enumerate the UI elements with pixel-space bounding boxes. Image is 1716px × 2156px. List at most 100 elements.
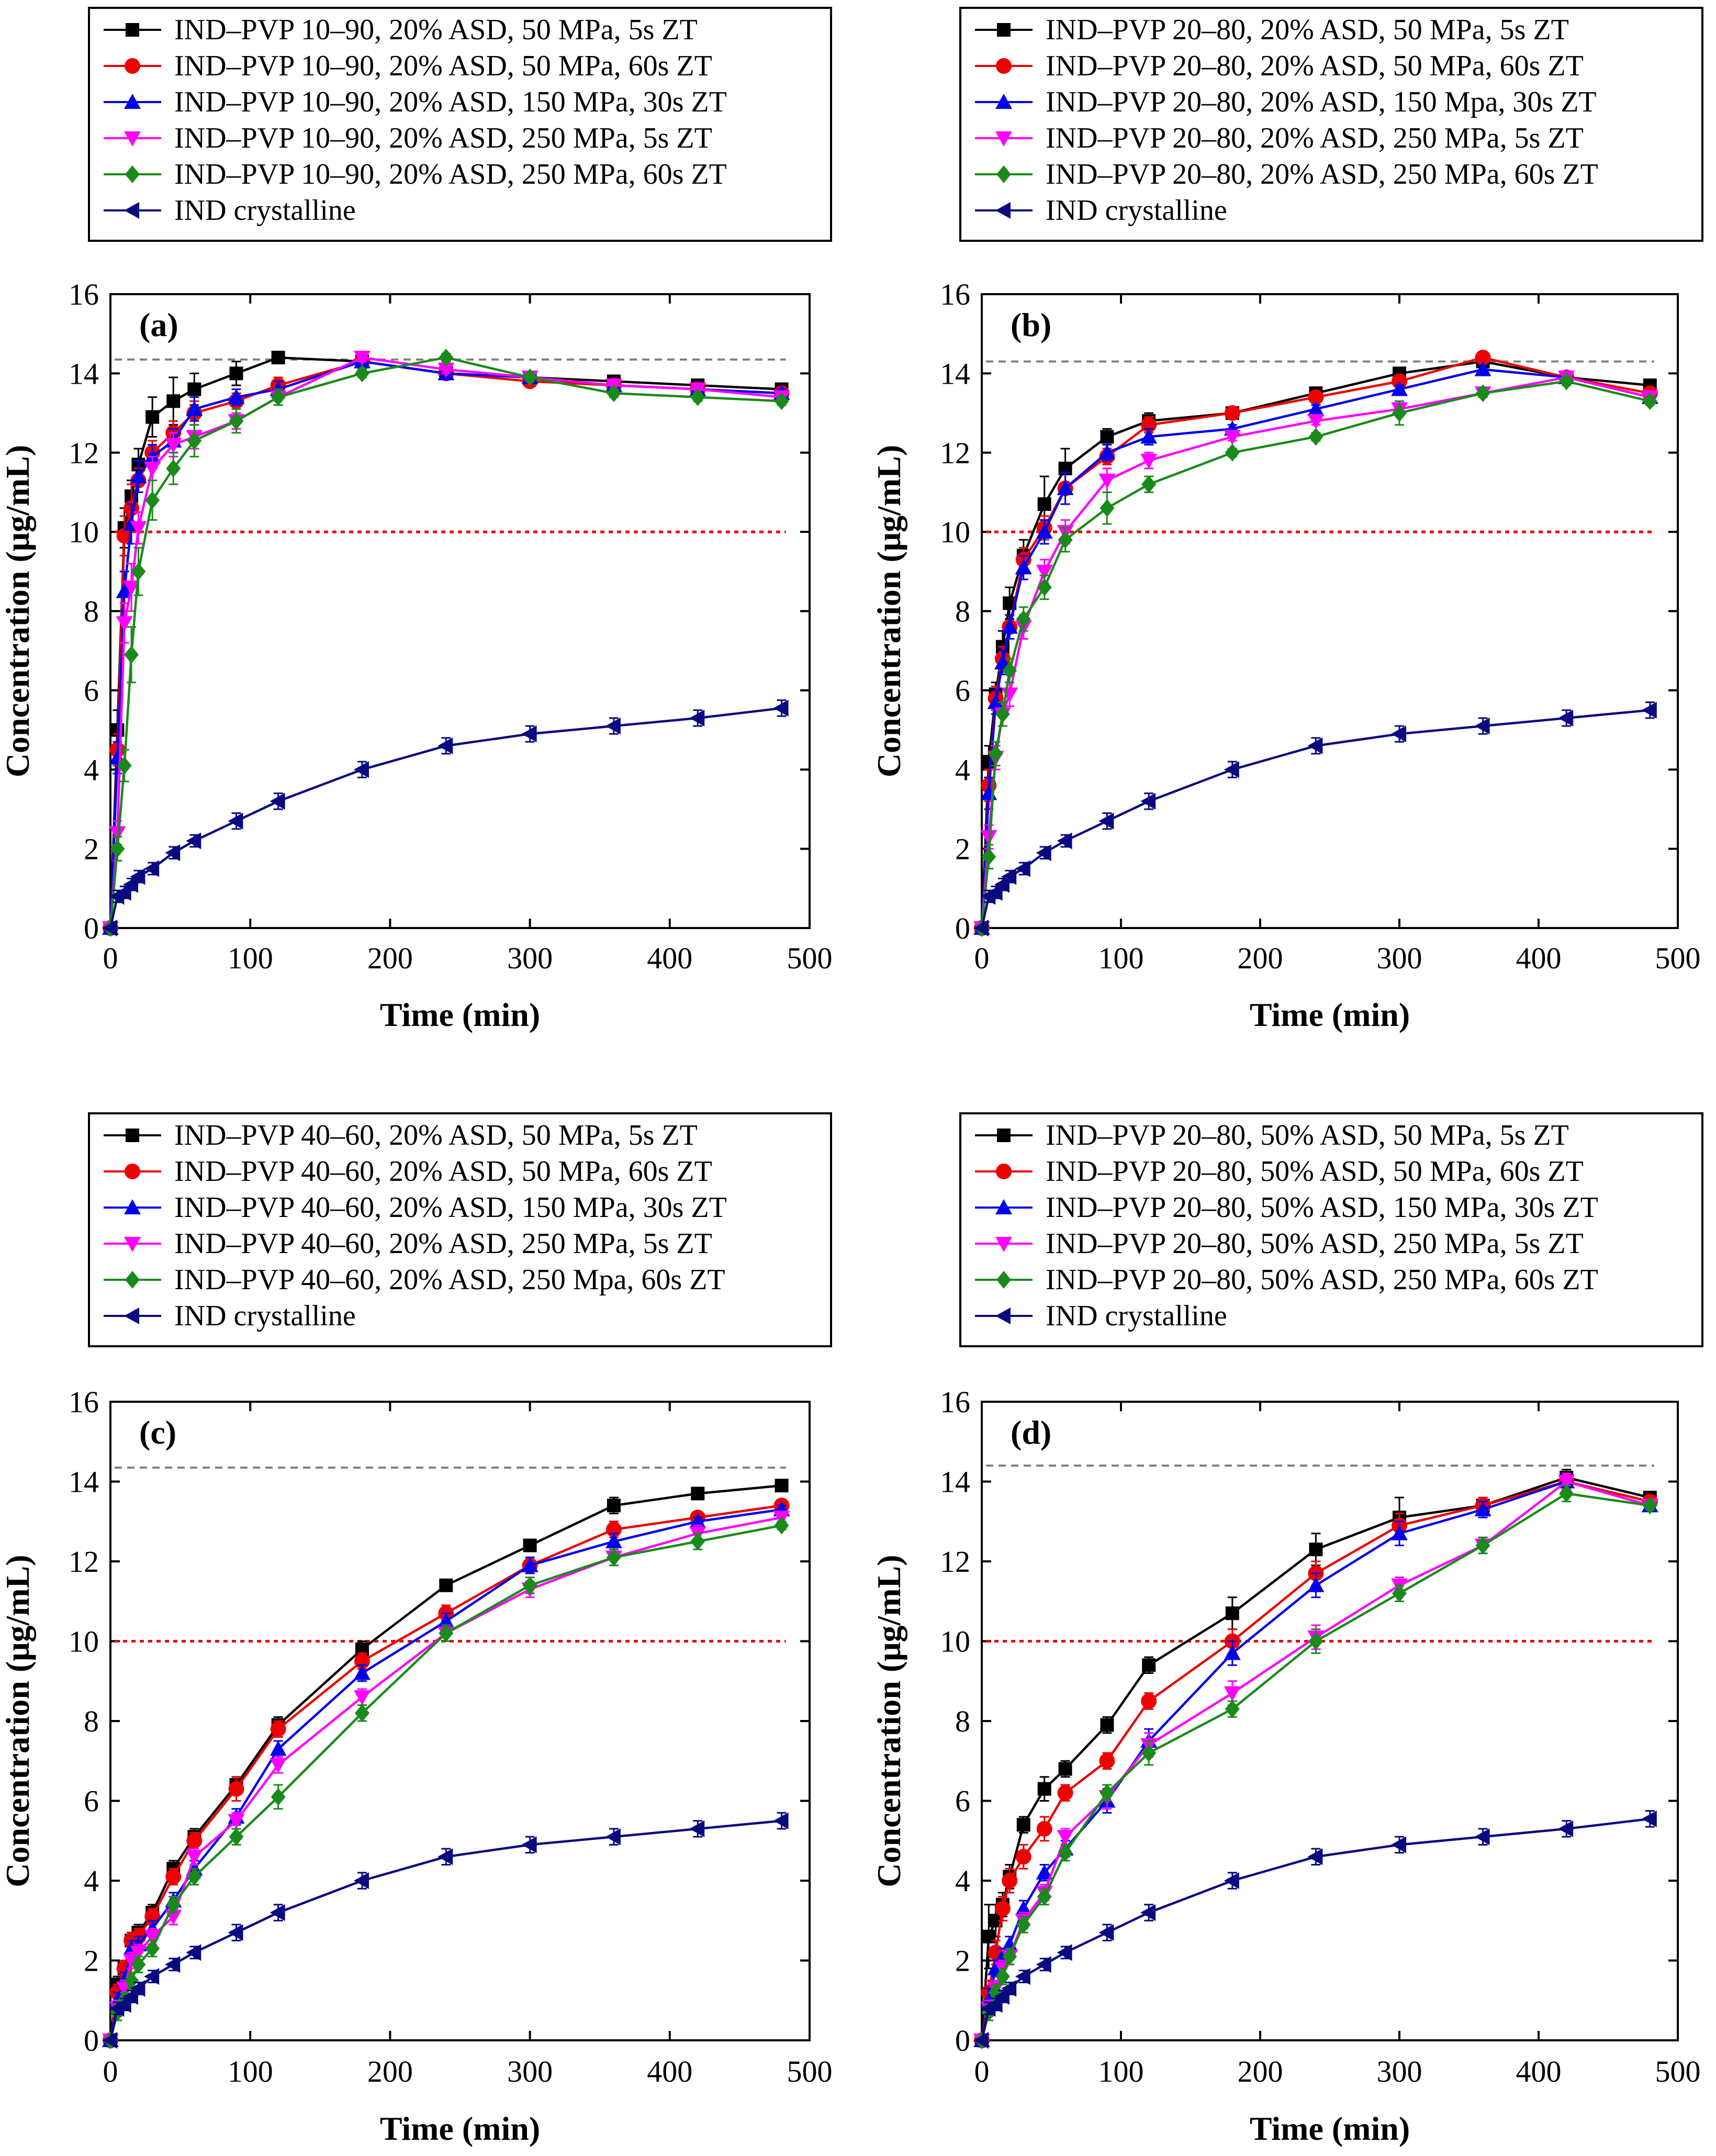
legend-label: IND–PVP 20–80, 50% ASD, 250 MPa, 5s ZT <box>1046 1227 1584 1260</box>
data-point <box>1001 868 1017 885</box>
data-point <box>354 1704 369 1722</box>
data-point <box>145 491 160 509</box>
series-5 <box>103 349 789 937</box>
data-point <box>994 1988 1010 2005</box>
panel-label: (b) <box>1011 306 1051 343</box>
data-point <box>353 1665 371 1680</box>
y-tick-label: 8 <box>84 595 99 629</box>
data-point <box>1224 430 1241 445</box>
data-point <box>1015 1900 1032 1916</box>
data-point <box>1057 1944 1072 1961</box>
series-1 <box>975 1469 1657 2047</box>
x-tick-label: 100 <box>1098 941 1144 975</box>
data-point <box>270 1721 286 1737</box>
data-point <box>1307 414 1325 430</box>
data-point <box>439 1624 454 1643</box>
legend-label: IND–PVP 20–80, 20% ASD, 150 Mpa, 30s ZT <box>1046 86 1597 118</box>
x-tick-label: 400 <box>647 2054 692 2088</box>
y-tick-label: 4 <box>84 753 99 787</box>
data-point <box>1391 381 1408 396</box>
data-point <box>690 1532 705 1550</box>
data-point <box>522 1576 537 1594</box>
series-3 <box>102 353 790 935</box>
data-point <box>607 1499 621 1513</box>
data-point <box>145 410 160 424</box>
y-tick-label: 4 <box>955 1864 970 1898</box>
data-point <box>116 616 133 632</box>
series-2 <box>103 353 790 936</box>
y-tick-label: 8 <box>955 595 970 629</box>
data-point <box>773 1812 789 1829</box>
plot-frame <box>981 1401 1679 2041</box>
x-tick-label: 200 <box>1238 941 1283 975</box>
data-point <box>775 1479 789 1493</box>
legend-label: IND–PVP 20–80, 20% ASD, 50 MPa, 5s ZT <box>1046 14 1569 46</box>
data-point <box>1098 473 1116 489</box>
data-point <box>1392 404 1407 422</box>
data-point <box>1057 832 1072 850</box>
data-point <box>271 351 285 365</box>
data-point <box>994 876 1010 893</box>
legend-label: IND crystalline <box>174 194 356 227</box>
data-point <box>438 737 453 754</box>
legend-label: IND–PVP 40–60, 20% ASD, 50 MPa, 5s ZT <box>174 1119 698 1152</box>
data-point <box>1141 1744 1157 1762</box>
legend-label: IND crystalline <box>174 1300 356 1332</box>
data-point <box>116 1996 131 2013</box>
data-point <box>1642 1496 1657 1515</box>
data-point <box>1140 792 1156 810</box>
x-tick-label: 400 <box>647 941 692 975</box>
data-point <box>130 868 145 885</box>
data-point <box>228 1924 243 1941</box>
data-point <box>606 1548 621 1567</box>
data-point <box>130 1946 147 1961</box>
x-tick-label: 300 <box>507 941 553 975</box>
y-tick-label: 16 <box>940 277 970 311</box>
data-point <box>521 1557 539 1572</box>
data-point <box>166 460 181 478</box>
y-axis-title: Concentration (μg/mL) <box>870 1555 907 1887</box>
data-point <box>1037 578 1052 597</box>
data-point <box>1015 1968 1030 1985</box>
data-point <box>438 1613 455 1628</box>
data-point <box>166 394 181 408</box>
legend-label: IND–PVP 20–80, 50% ASD, 250 MPa, 60s ZT <box>1046 1264 1598 1296</box>
data-point <box>438 1848 453 1865</box>
data-point <box>116 583 133 598</box>
data-point <box>102 2032 117 2049</box>
legend-marker <box>995 1199 1012 1214</box>
series-line <box>980 368 1651 929</box>
data-point <box>271 1788 286 1806</box>
data-point <box>186 1944 201 1961</box>
y-tick-label: 0 <box>955 911 970 945</box>
y-tick-label: 10 <box>940 1625 970 1659</box>
data-point <box>1558 1474 1575 1490</box>
data-point <box>187 382 201 396</box>
data-point <box>1036 1820 1052 1837</box>
data-point <box>1001 618 1018 634</box>
data-point <box>123 580 140 596</box>
legend-marker <box>124 202 139 219</box>
data-point <box>1140 428 1158 444</box>
series-line <box>109 1508 782 2041</box>
series-line <box>980 380 1651 929</box>
y-axis-title: Concentration (μg/mL) <box>0 445 36 777</box>
legend: IND–PVP 10–90, 20% ASD, 50 MPa, 5s ZT IND… <box>88 7 832 242</box>
data-point <box>1037 497 1051 511</box>
data-point <box>1308 428 1324 446</box>
y-tick-label: 12 <box>69 1545 99 1579</box>
data-point <box>987 884 1003 901</box>
data-point <box>773 699 789 717</box>
legend-marker <box>995 202 1011 219</box>
data-point <box>186 1833 203 1849</box>
data-point <box>1100 430 1114 444</box>
data-point <box>1559 372 1574 390</box>
y-tick-label: 4 <box>955 753 970 787</box>
data-point <box>1307 1848 1323 1865</box>
legend-label: IND–PVP 20–80, 50% ASD, 50 MPa, 5s ZT <box>1046 1119 1569 1152</box>
legend-frame <box>88 1112 832 1347</box>
data-point <box>102 920 117 936</box>
data-point <box>1036 523 1053 539</box>
x-tick-label: 200 <box>367 941 413 975</box>
